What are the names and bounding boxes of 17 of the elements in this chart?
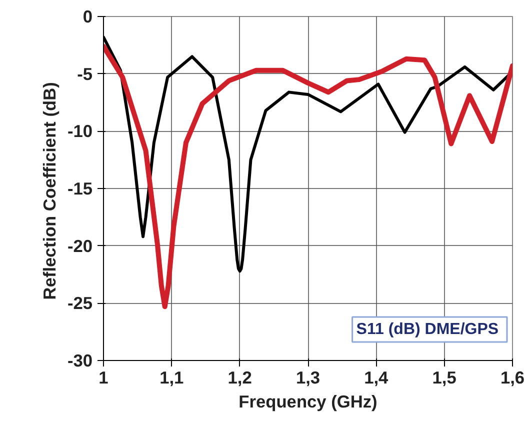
x-tick-label: 1,6 — [500, 368, 525, 388]
y-tick-label: -10 — [67, 121, 92, 142]
y-tick-label: -15 — [67, 178, 93, 198]
x-axis-title: Frequency (GHz) — [238, 392, 378, 412]
y-tick-label: 0 — [82, 6, 93, 26]
x-tick-label: 1,4 — [364, 368, 389, 388]
x-tick-label: 1,2 — [228, 368, 252, 388]
y-axis-title: Reflection Coefficient (dB) — [39, 82, 60, 300]
x-tick-label: 1,5 — [432, 368, 457, 388]
x-tick-label: 1,3 — [296, 368, 320, 388]
y-tick-label: -20 — [67, 236, 92, 256]
y-tick-label: -25 — [67, 293, 93, 314]
x-tick-label: 1,1 — [160, 368, 184, 388]
x-tick-label: 1 — [98, 368, 109, 388]
y-tick-label: -5 — [77, 64, 93, 84]
annotation: S11 (dB) DME/GPS — [356, 321, 499, 338]
y-tick-label: -30 — [67, 350, 92, 370]
